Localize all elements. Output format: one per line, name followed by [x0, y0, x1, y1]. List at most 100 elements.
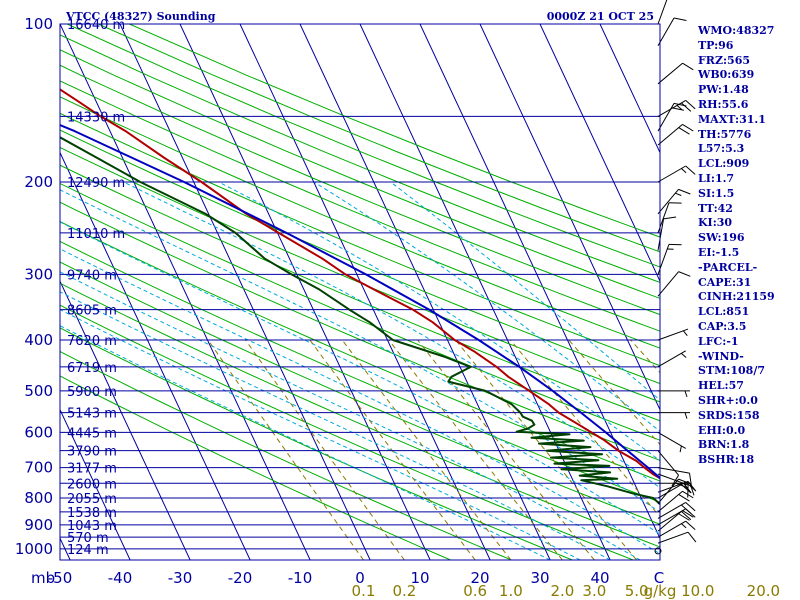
pressure-tick-label: 600: [24, 423, 53, 441]
index-item: SHR+:0.0: [698, 393, 758, 407]
wind-barb-flag: [685, 100, 696, 110]
wind-barb: [657, 271, 691, 297]
pressure-tick-label: 800: [24, 489, 53, 507]
height-label: 12490 m: [67, 176, 125, 191]
wind-barb-flag: [681, 484, 692, 494]
wind-barb-flag: [682, 62, 694, 71]
wind-barb-flag: [685, 165, 696, 175]
mixing-ratio-line: [207, 339, 364, 560]
wind-barb-shaft: [657, 271, 679, 297]
moist-adiabat-line: [60, 291, 611, 560]
height-label: 3177 m: [67, 462, 117, 477]
height-label: 3790 m: [67, 445, 117, 460]
height-label: 1043 m: [67, 519, 117, 534]
isotherm-line: [479, 24, 660, 411]
pressure-tick-label: 500: [24, 382, 53, 400]
wind-barb: [657, 243, 682, 275]
index-item: LCL:909: [698, 157, 750, 171]
wind-barb: [657, 520, 696, 538]
pressure-tick-label: 1000: [15, 540, 53, 558]
height-label: 2600 m: [67, 477, 117, 492]
wind-barb-shaft: [657, 17, 675, 46]
temperature-tick-label: 20: [470, 569, 489, 587]
height-label: 4445 m: [67, 426, 117, 441]
index-item: STM:108/7: [698, 364, 765, 378]
index-item: MAXT:31.1: [698, 112, 766, 126]
temperature-tick-label: 10: [410, 569, 429, 587]
dry-adiabat-line: [60, 201, 660, 461]
index-item: CAP:3.5: [698, 319, 747, 333]
index-item: -WIND-: [698, 349, 744, 363]
index-item: FRZ:565: [698, 53, 751, 67]
wind-barb-flag: [671, 474, 679, 487]
index-item: CAPE:31: [698, 275, 752, 289]
wind-barb: [657, 531, 697, 544]
dry-adiabat-line: [60, 282, 660, 548]
wind-barb: [657, 432, 686, 453]
index-item: EHI:0.0: [698, 423, 746, 437]
pressure-tick-label: 900: [24, 516, 53, 534]
dry-adiabat-line: [60, 112, 660, 367]
height-label: 5143 m: [67, 407, 117, 422]
index-item: L57:5.3: [698, 142, 745, 156]
index-item: HEL:57: [698, 379, 744, 393]
pressure-tick-label: 400: [24, 331, 53, 349]
dry-adiabat-line: [60, 49, 660, 299]
height-label: 16640 m: [67, 18, 125, 33]
height-label: 11010 m: [67, 227, 125, 242]
wind-barb-half-flag: [684, 412, 688, 419]
mixing-ratio-line: [417, 339, 595, 560]
plot-frame: [59, 23, 661, 561]
wind-barb: [657, 62, 694, 85]
index-item: BRN:1.8: [698, 438, 750, 452]
mixing-ratio-label: 3.0: [582, 582, 606, 600]
wind-barb-flag: [682, 510, 694, 518]
dry-adiabat-line: [60, 375, 451, 560]
wind-barb-shaft: [657, 520, 686, 538]
wind-barb-flag: [678, 513, 690, 521]
wind-barb: [658, 390, 690, 398]
isotherm-line: [60, 24, 311, 560]
stability-indices: WMO:48327 TP:96 FRZ:565 WB0:639 PW:1.48 RH:55…: [698, 24, 798, 468]
index-item: RH:55.6: [698, 97, 749, 111]
dry-adiabat-line: [60, 80, 660, 332]
wind-barb: [657, 0, 668, 25]
index-item: TT:42: [698, 201, 733, 215]
wind-barb-shaft: [657, 189, 679, 215]
dry-adiabat-line: [60, 240, 660, 503]
wind-barb: [657, 450, 679, 487]
wind-barb-flag: [682, 123, 694, 132]
mixing-ratio-label: 1.0: [499, 582, 523, 600]
wind-barb-shaft: [657, 432, 686, 449]
height-label: 8605 m: [67, 304, 117, 319]
index-item: LI:1.7: [698, 171, 735, 185]
pressure-tick-label: 100: [24, 15, 53, 33]
wind-barb-shaft: [657, 350, 686, 368]
wind-barb-half-flag: [676, 105, 683, 110]
wind-barb-shaft: [657, 450, 679, 476]
wind-barb: [657, 510, 694, 532]
wind-barb-flag: [689, 473, 692, 486]
wind-barb-half-flag: [675, 192, 682, 196]
wind-barb-flag: [687, 531, 697, 543]
dewpoint-profile: [60, 136, 660, 505]
wind-barb-flag: [689, 483, 695, 496]
isotherm-line: [239, 24, 491, 560]
height-label: 1538 m: [67, 506, 117, 521]
moist-adiabat-line: [60, 271, 641, 560]
index-item: SI:1.5: [698, 186, 735, 200]
wind-barb-shaft: [657, 0, 668, 25]
isotherm-line: [0, 24, 10, 560]
wind-barb-shaft: [657, 165, 686, 183]
index-item: TH:5776: [698, 127, 752, 141]
wind-barb: [657, 102, 687, 132]
wind-barb-half-flag: [679, 445, 682, 453]
wind-barb-flag: [685, 520, 696, 530]
wind-barb: [657, 350, 687, 368]
dry-adiabat-line: [60, 182, 660, 441]
dry-adiabat-line: [66, 24, 660, 268]
profile-lines: [60, 88, 660, 505]
temperature-tick-label: 40: [590, 569, 609, 587]
wind-barb-flag: [682, 482, 692, 494]
